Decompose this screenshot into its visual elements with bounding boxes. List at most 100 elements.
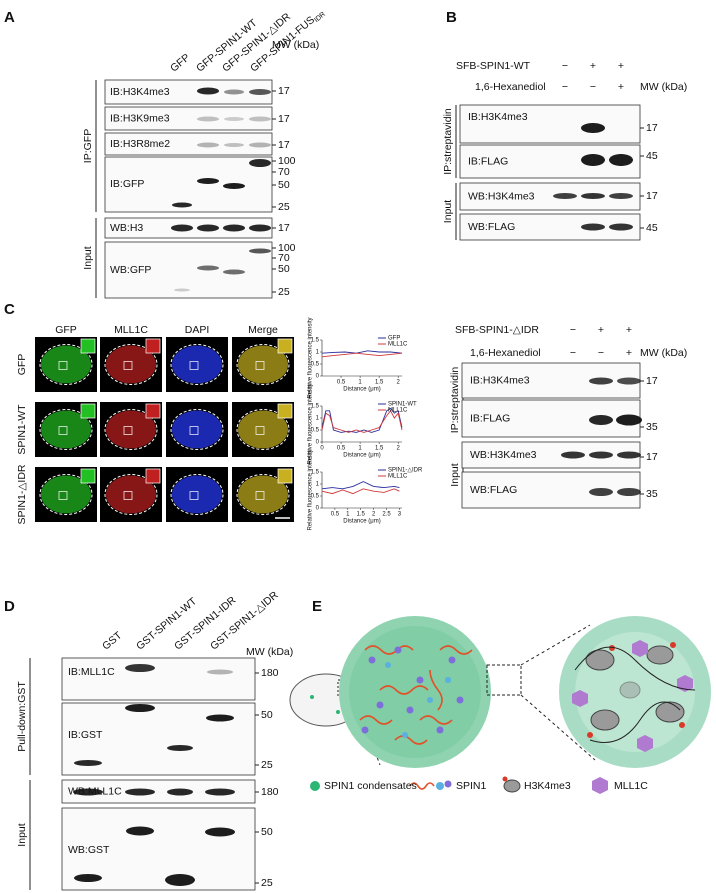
y-tick-label: 0.5 <box>311 494 320 500</box>
blot-label: IB:GST <box>68 729 103 741</box>
lane-label: GST <box>100 629 125 652</box>
group-label: IP:GFP <box>82 129 94 163</box>
roi-box <box>255 426 265 435</box>
x-tick-label: 1.5 <box>375 446 384 452</box>
nucleus <box>172 410 222 449</box>
mw-marker: 17 <box>646 375 658 387</box>
row-label: GFP <box>16 354 28 376</box>
mw-marker: 25 <box>261 759 273 771</box>
nucleus <box>41 410 91 449</box>
blot-band <box>617 377 641 385</box>
roi-box <box>189 491 199 500</box>
mw-marker: 180 <box>261 667 279 679</box>
mw-label: MW (kDa) <box>640 81 687 93</box>
blot-band <box>581 154 605 166</box>
y-tick-label: 1 <box>316 350 320 356</box>
blot-band <box>125 664 155 672</box>
blot-band <box>589 377 613 385</box>
condition-label: SFB-SPIN1-WT <box>456 60 531 72</box>
y-axis-label: Relative fluorescence intensity <box>308 449 314 530</box>
inset <box>80 338 96 354</box>
y-tick-label: 0 <box>316 440 320 446</box>
blot-frame <box>104 156 273 213</box>
x-tick-label: 1 <box>358 380 362 386</box>
mw-marker: 50 <box>278 179 290 191</box>
y-tick-label: 0.5 <box>311 428 320 434</box>
blot-band <box>174 288 190 292</box>
blot-band <box>165 874 195 886</box>
x-axis-label: Distance (μm) <box>343 519 380 525</box>
blot-band <box>197 178 219 184</box>
blot-band <box>197 116 219 122</box>
blot-band <box>197 87 219 95</box>
lane-label-text: GST <box>100 629 125 652</box>
blot-label: WB:GST <box>68 844 110 856</box>
blot-band <box>126 826 154 836</box>
nucleus-outline <box>236 409 290 450</box>
nucleus-outline <box>236 344 290 385</box>
roi-box <box>189 361 199 370</box>
roi-box <box>123 361 133 370</box>
lane-label-text: GST-SPIN1-△IDR <box>208 589 281 653</box>
lane-label: GFP <box>168 51 192 74</box>
y-tick-label: 1.5 <box>311 338 320 344</box>
condition-sign: − <box>562 81 568 93</box>
group-label: IP:streptavidin <box>449 367 461 434</box>
blot-band <box>205 788 235 796</box>
group-label: Input <box>82 246 94 269</box>
legend-label: MLL1C <box>388 408 408 414</box>
condition-label: 1,6-Hexanediol <box>470 347 541 359</box>
nucleus-outline <box>170 474 224 515</box>
blot-band <box>617 488 641 496</box>
inset <box>145 468 161 484</box>
legend-label: SPIN1-△IDR <box>388 468 423 474</box>
y-tick-label: 1 <box>316 416 320 422</box>
row-label: SPIN1-WT <box>16 404 28 455</box>
blot-label: IB:H3K4me3 <box>468 111 528 123</box>
condition-sign: − <box>570 347 576 359</box>
roi-box <box>58 361 68 370</box>
blot-label: WB:MLL1C <box>68 785 122 797</box>
y-axis-label: Relative fluorescence intensity <box>308 383 314 464</box>
blot-band <box>249 248 271 254</box>
blot-band <box>223 183 245 189</box>
mw-marker: 35 <box>646 421 658 433</box>
roi-box <box>255 361 265 370</box>
legend-label: MLL1C <box>388 474 408 480</box>
mw-marker: 25 <box>261 877 273 889</box>
x-tick-label: 1.5 <box>357 512 366 518</box>
blot-label: WB:H3 <box>110 222 143 234</box>
inset <box>277 338 293 354</box>
nucleus-outline <box>104 409 158 450</box>
x-tick-label: 0 <box>320 446 324 452</box>
legend-label: H3K4me3 <box>524 780 571 792</box>
mw-marker: 45 <box>646 150 658 162</box>
condition-sign: + <box>618 81 624 93</box>
condition-label: 1,6-Hexanediol <box>475 81 546 93</box>
blot-label: IB:H3K9me3 <box>110 112 170 124</box>
y-tick-label: 1 <box>316 482 320 488</box>
mw-marker: 17 <box>278 85 290 97</box>
legend-label: MLL1C <box>388 342 408 348</box>
blot-label: IB:FLAG <box>468 155 508 167</box>
mw-marker: 25 <box>278 286 290 298</box>
x-axis-label: Distance (μm) <box>343 453 380 459</box>
condition-sign: + <box>626 324 632 336</box>
lane-label-text: GFP <box>168 51 192 74</box>
profile-line <box>321 481 400 490</box>
mw-marker: 70 <box>278 252 290 264</box>
panel-label: A <box>4 9 15 26</box>
blot-band <box>205 827 235 837</box>
blot-band <box>581 193 605 199</box>
blot-band <box>223 224 245 232</box>
channel-label: DAPI <box>185 324 210 336</box>
profile-line <box>321 488 400 495</box>
inset <box>277 403 293 419</box>
legend-label: MLL1C <box>614 780 648 792</box>
panel-label: D <box>4 598 15 615</box>
profile-line <box>321 352 403 358</box>
y-tick-label: 0 <box>316 374 320 380</box>
nucleus-outline <box>39 474 93 515</box>
nucleus-outline <box>170 344 224 385</box>
